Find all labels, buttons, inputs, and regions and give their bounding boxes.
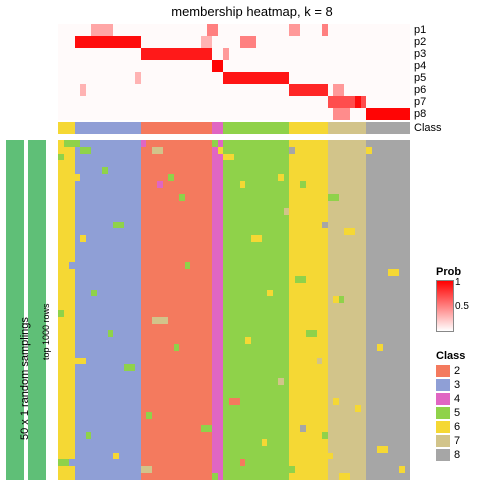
class-legend-item: 7 xyxy=(436,434,465,448)
prob-tick-zero xyxy=(451,323,454,334)
membership-panel xyxy=(58,24,410,120)
chart-title: membership heatmap, k = 8 xyxy=(0,4,504,19)
prob-colorbar: 1 0.5 xyxy=(436,280,454,332)
class-strip xyxy=(58,122,410,134)
class-legend-item: 4 xyxy=(436,392,465,406)
prob-tick: 1 xyxy=(455,277,461,288)
side-label-rows: top 1000 rows xyxy=(41,303,51,360)
prob-legend: Prob 1 0.5 xyxy=(436,266,461,332)
side-label-samplings: 50 x 1 random samplings xyxy=(19,317,31,440)
class-legend-item: 8 xyxy=(436,448,465,462)
class-legend: Class 2345678 xyxy=(436,350,465,462)
samplings-heatmap xyxy=(58,140,410,480)
class-legend-title: Class xyxy=(436,350,465,362)
class-legend-item: 3 xyxy=(436,378,465,392)
class-legend-item: 2 xyxy=(436,364,465,378)
class-legend-item: 5 xyxy=(436,406,465,420)
prob-tick: 0.5 xyxy=(455,301,469,312)
class-legend-item: 6 xyxy=(436,420,465,434)
